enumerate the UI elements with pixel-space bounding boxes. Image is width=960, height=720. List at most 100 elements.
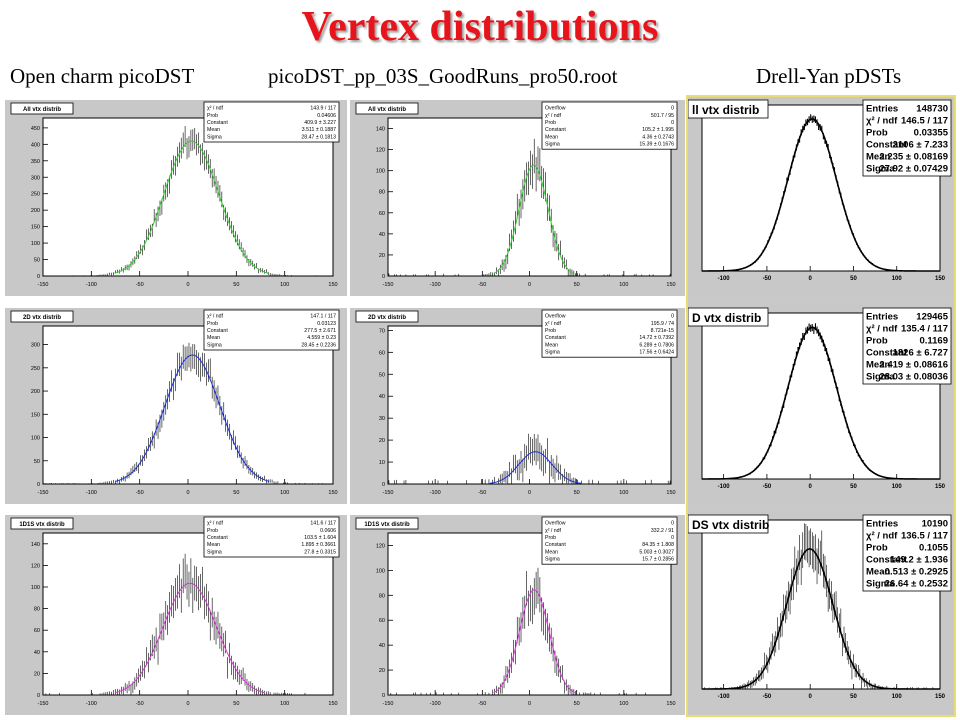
x-tick-label: -150 — [382, 490, 393, 496]
x-tick-label: -150 — [382, 282, 393, 288]
stats-label: Prob — [545, 120, 556, 126]
stats-box — [862, 514, 952, 592]
x-tick-label: 100 — [280, 701, 289, 707]
histogram-title-box — [688, 514, 769, 534]
stats-value: 6.289 ± 0.7806 — [639, 342, 674, 348]
x-tick-label: 50 — [574, 701, 580, 707]
stats-value: 28.03 ± 0.08036 — [879, 372, 948, 383]
histogram-title: 2D vtx distrib — [23, 315, 61, 321]
stats-label: Overflow — [545, 106, 566, 112]
x-tick-label: -50 — [136, 490, 144, 496]
y-tick-label: 50 — [34, 459, 40, 465]
stats-value: 332.2 / 91 — [651, 528, 674, 534]
y-tick-label: 140 — [31, 542, 40, 548]
y-tick-label: 80 — [379, 190, 385, 196]
stats-box — [203, 516, 340, 558]
stats-box — [541, 516, 678, 565]
stats-label: Constant — [207, 120, 228, 126]
y-tick-label: 100 — [31, 241, 40, 247]
x-tick-label: 50 — [850, 694, 857, 700]
x-tick-label: 50 — [233, 282, 239, 288]
x-tick-label: -100 — [430, 701, 441, 707]
y-tick-label: 120 — [31, 563, 40, 569]
y-tick-label: 0 — [382, 482, 385, 488]
x-tick-label: -100 — [86, 490, 97, 496]
fit-curve — [493, 589, 576, 693]
stats-label: χ² / ndf — [545, 113, 562, 119]
stats-label: Prob — [207, 528, 218, 534]
x-tick-label: 0 — [809, 484, 813, 490]
histogram-panel-2: -150 -100 -50 0 50 100 150 0 20 40 60 80 100 120 140 Al… — [350, 100, 685, 296]
y-tick-label: 120 — [376, 148, 385, 154]
stats-value: 135.4 / 117 — [901, 324, 948, 335]
x-tick-label: -50 — [763, 276, 772, 282]
stats-value: 0.03123 — [317, 321, 336, 327]
stats-label: χ² / ndf — [866, 116, 898, 127]
x-tick-label: -50 — [763, 694, 772, 700]
stats-label: χ² / ndf — [545, 528, 562, 534]
stats-label: Prob — [545, 535, 556, 541]
y-tick-label: 200 — [31, 389, 40, 395]
stats-value: 2106 ± 7.233 — [893, 140, 948, 151]
stats-value: 409.9 ± 3.227 — [304, 120, 336, 126]
stats-label: χ² / ndf — [545, 321, 562, 327]
y-tick-label: 20 — [379, 668, 385, 674]
histogram-title: 1D1S vtx distrib — [364, 522, 410, 528]
stats-value: 5.003 ± 0.3027 — [639, 549, 674, 555]
y-tick-label: 40 — [379, 232, 385, 238]
y-tick-label: 70 — [379, 328, 385, 334]
x-tick-label: -50 — [478, 701, 486, 707]
x-tick-label: 100 — [892, 694, 903, 700]
stats-value: 84.35 ± 1.808 — [642, 542, 674, 548]
y-tick-label: 100 — [376, 568, 385, 574]
histogram-panel-9: -100 -50 0 50 100 150 DS vtx distrib Entries 101… — [688, 512, 954, 715]
y-tick-label: 80 — [34, 607, 40, 613]
histogram-panel-6: -100 -50 0 50 100 150 D vtx distrib Entries 1294… — [688, 305, 954, 505]
stats-box — [862, 99, 952, 177]
stats-label: Prob — [545, 328, 556, 334]
stats-label: Mean — [545, 342, 558, 348]
y-tick-label: 0 — [37, 482, 40, 488]
stats-value: 501.7 / 95 — [651, 113, 674, 119]
stats-label: χ² / ndf — [207, 314, 224, 320]
stats-value: 28.45 ± 0.2236 — [301, 342, 336, 348]
stats-label: Constant — [207, 328, 228, 334]
histogram-title-box — [355, 310, 419, 323]
fit-curve — [115, 582, 265, 694]
x-tick-label: 100 — [280, 490, 289, 496]
stats-label: Constant — [866, 140, 908, 151]
x-tick-label: -100 — [718, 484, 731, 490]
stats-box — [541, 101, 678, 150]
stats-box — [203, 309, 340, 351]
y-tick-label: 80 — [379, 593, 385, 599]
histogram-title-box — [10, 517, 74, 530]
x-tick-label: 150 — [666, 490, 675, 496]
stats-label: χ² / ndf — [866, 531, 898, 542]
x-tick-label: 0 — [809, 694, 813, 700]
stats-label: Sigma — [866, 372, 895, 383]
histogram-title-box — [355, 517, 419, 530]
histogram-title-box — [355, 102, 419, 115]
x-tick-label: 0 — [186, 701, 189, 707]
fit-curve — [489, 451, 582, 484]
x-tick-label: 50 — [233, 701, 239, 707]
stats-value: 8.721e-15 — [651, 328, 674, 334]
histogram-bins — [388, 138, 671, 276]
y-tick-label: 300 — [31, 343, 40, 349]
y-tick-label: 30 — [379, 416, 385, 422]
x-tick-label: -100 — [430, 490, 441, 496]
stats-label: Mean — [545, 134, 558, 140]
stats-label: Mean — [866, 567, 890, 578]
histogram-title-box — [688, 307, 769, 327]
histogram-title: 2D vtx distrib — [368, 315, 406, 321]
fit-curve — [493, 164, 575, 275]
stats-value: 3.511 ± 0.1887 — [302, 127, 336, 133]
stats-value: 4.36 ± 0.2743 — [642, 134, 674, 140]
histogram-panel-3: -100 -50 0 50 100 150 ll vtx distrib Entries 148… — [688, 97, 954, 297]
stats-value: 27.92 ± 0.07429 — [879, 164, 948, 175]
stats-value: 136.5 / 117 — [901, 531, 948, 542]
column-label-open-charm: Open charm picoDST — [10, 64, 195, 88]
stats-value: 15.39 ± 0.1676 — [639, 142, 674, 148]
histogram-title-box — [688, 99, 769, 119]
x-tick-label: -150 — [382, 701, 393, 707]
